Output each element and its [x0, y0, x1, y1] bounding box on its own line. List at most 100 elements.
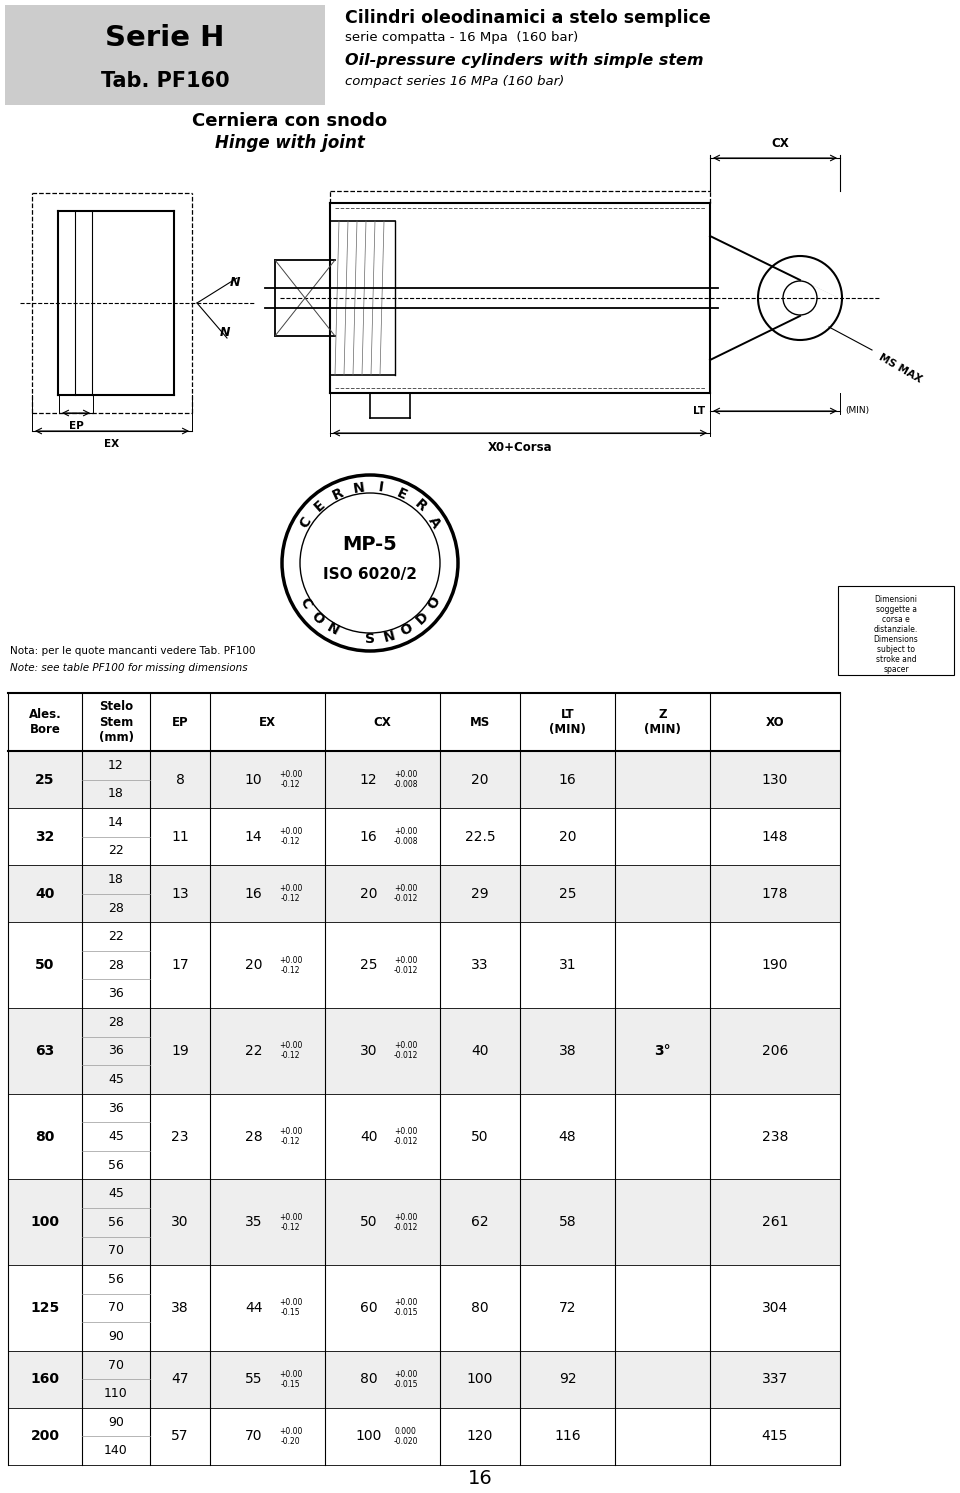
Text: 28: 28 [108, 902, 124, 915]
Text: 55: 55 [245, 1372, 262, 1387]
Text: ISO 6020/2: ISO 6020/2 [323, 567, 417, 582]
Text: 200: 200 [31, 1429, 60, 1444]
Text: -0.012: -0.012 [394, 1138, 418, 1147]
Text: C: C [297, 515, 314, 532]
Text: 0.000: 0.000 [395, 1427, 417, 1436]
Text: 11: 11 [171, 830, 189, 844]
Text: 56: 56 [108, 1215, 124, 1229]
Text: 90: 90 [108, 1330, 124, 1344]
Bar [8, 1351, 840, 1408]
Text: +0.00: +0.00 [278, 1212, 302, 1221]
Text: 36: 36 [108, 1102, 124, 1114]
Text: N: N [230, 276, 241, 290]
Text: -0.12: -0.12 [280, 1138, 300, 1147]
Text: 80: 80 [360, 1372, 377, 1387]
Text: MS MAX: MS MAX [877, 352, 924, 384]
Text: 17: 17 [171, 959, 189, 972]
Text: 140: 140 [104, 1444, 128, 1457]
Text: 30: 30 [360, 1044, 377, 1059]
Text: 100: 100 [355, 1429, 382, 1444]
Text: +0.00: +0.00 [394, 1299, 418, 1308]
Text: 63: 63 [36, 1044, 55, 1059]
Text: 38: 38 [559, 1044, 576, 1059]
Text: 80: 80 [36, 1130, 55, 1144]
Text: -0.015: -0.015 [394, 1308, 418, 1317]
Text: -0.12: -0.12 [280, 1223, 300, 1232]
Text: 206: 206 [762, 1044, 788, 1059]
Bar [8, 751, 840, 808]
Text: E: E [311, 497, 328, 515]
Text: 45: 45 [108, 1073, 124, 1085]
Bar [8, 1008, 840, 1094]
Text: 38: 38 [171, 1300, 189, 1315]
Text: distanziale.: distanziale. [874, 626, 918, 635]
Text: 30: 30 [171, 1215, 189, 1229]
Text: 12: 12 [108, 758, 124, 772]
Text: A: A [425, 515, 444, 532]
Text: 62: 62 [471, 1215, 489, 1229]
Text: 28: 28 [108, 959, 124, 972]
Text: 16: 16 [559, 772, 576, 787]
Bar [8, 1265, 840, 1351]
Text: 8: 8 [176, 772, 184, 787]
Text: 40: 40 [36, 887, 55, 900]
Text: 18: 18 [108, 873, 124, 885]
Text: 160: 160 [31, 1372, 60, 1387]
Text: 70: 70 [245, 1429, 262, 1444]
Text: -0.12: -0.12 [280, 1051, 300, 1060]
Text: 20: 20 [245, 959, 262, 972]
Text: +0.00: +0.00 [394, 1127, 418, 1136]
Text: 35: 35 [245, 1215, 262, 1229]
Text: N: N [220, 327, 230, 339]
Text: O: O [398, 621, 416, 639]
Text: 415: 415 [762, 1429, 788, 1444]
Text: +0.00: +0.00 [278, 1042, 302, 1051]
Bar [8, 1179, 840, 1265]
Text: 125: 125 [31, 1300, 60, 1315]
Text: +0.00: +0.00 [278, 770, 302, 779]
Text: I: I [377, 481, 385, 496]
Text: -0.012: -0.012 [394, 1051, 418, 1060]
Text: 47: 47 [171, 1372, 189, 1387]
Text: 29: 29 [471, 887, 489, 900]
Text: 238: 238 [762, 1130, 788, 1144]
Text: -0.012: -0.012 [394, 966, 418, 975]
Text: N: N [382, 629, 396, 645]
Text: 22.5: 22.5 [465, 830, 495, 844]
Text: -0.012: -0.012 [394, 894, 418, 903]
Text: Note: see table PF100 for missing dimensions: Note: see table PF100 for missing dimens… [10, 663, 248, 673]
Text: 28: 28 [245, 1130, 262, 1144]
Text: 70: 70 [108, 1244, 124, 1257]
Text: +0.00: +0.00 [278, 1369, 302, 1380]
Text: soggette a: soggette a [876, 606, 917, 615]
Text: LT: LT [693, 406, 705, 417]
Text: 261: 261 [761, 1215, 788, 1229]
Text: 116: 116 [554, 1429, 581, 1444]
Text: (MIN): (MIN) [845, 406, 869, 415]
Text: 3°: 3° [654, 1044, 671, 1059]
Text: stroke and: stroke and [876, 655, 916, 664]
Text: Stelo
Stem
(mm): Stelo Stem (mm) [99, 700, 133, 744]
Text: compact series 16 MPa (160 bar): compact series 16 MPa (160 bar) [345, 75, 564, 88]
Text: 45: 45 [108, 1187, 124, 1200]
Text: 48: 48 [559, 1130, 576, 1144]
Text: Cerniera con snodo: Cerniera con snodo [192, 112, 388, 130]
Text: +0.00: +0.00 [278, 827, 302, 836]
Text: 32: 32 [36, 830, 55, 844]
Text: +0.00: +0.00 [278, 1427, 302, 1436]
Text: 50: 50 [360, 1215, 377, 1229]
Text: 13: 13 [171, 887, 189, 900]
Text: 148: 148 [761, 830, 788, 844]
Text: -0.12: -0.12 [280, 779, 300, 790]
Text: 58: 58 [559, 1215, 576, 1229]
Polygon shape [710, 236, 837, 360]
Text: 14: 14 [108, 815, 124, 829]
Text: -0.015: -0.015 [394, 1380, 418, 1388]
Text: 19: 19 [171, 1044, 189, 1059]
Text: O: O [425, 594, 444, 612]
Text: +0.00: +0.00 [278, 1127, 302, 1136]
Text: 304: 304 [762, 1300, 788, 1315]
Text: 100: 100 [467, 1372, 493, 1387]
Text: +0.00: +0.00 [394, 1212, 418, 1221]
Text: 10: 10 [245, 772, 262, 787]
